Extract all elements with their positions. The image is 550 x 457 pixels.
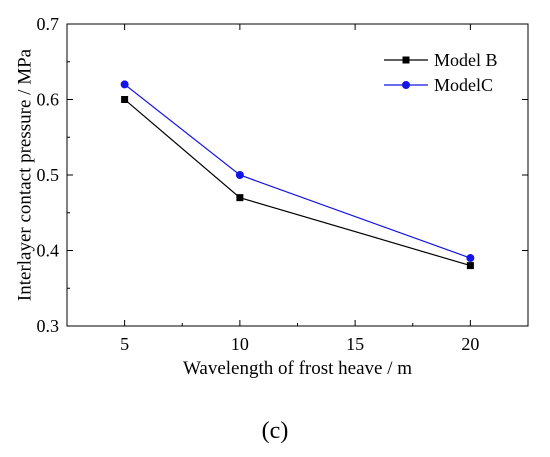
legend: Model B ModelC (384, 50, 498, 95)
x-tick-label: 5 (120, 334, 129, 354)
data-point (466, 262, 474, 270)
data-point (121, 96, 129, 103)
x-tick-label: 15 (346, 334, 364, 354)
y-tick-label: 0.6 (37, 90, 60, 110)
x-axis-title: Wavelength of frost heave / m (183, 358, 412, 379)
x-tick-label: 10 (231, 334, 249, 354)
line-chart: 5 10 15 20 0.3 0.4 0.5 0.6 0.7 Model B ModelC Wav… (15, 14, 529, 379)
y-tick-label: 0.3 (37, 316, 60, 336)
y-tick-label: 0.5 (37, 165, 60, 185)
y-tick-label: 0.7 (37, 14, 60, 34)
x-tick-label: 20 (461, 334, 479, 354)
y-tick-label: 0.4 (37, 241, 60, 261)
axes-layer: 5 10 15 20 0.3 0.4 0.5 0.6 0.7 (37, 14, 529, 354)
legend-label: Model B (434, 50, 498, 70)
panel-label: (c) (261, 418, 289, 444)
data-point (236, 194, 244, 202)
data-point (120, 80, 129, 89)
series-line (124, 83, 471, 259)
legend-swatch-marker (402, 81, 410, 89)
legend-swatch-marker (402, 56, 410, 64)
y-axis-title: Interlayer contact pressure / MPa (15, 48, 36, 301)
series-layer (120, 80, 475, 270)
data-point (235, 171, 244, 179)
legend-label: ModelC (434, 75, 493, 95)
data-point (466, 254, 475, 263)
